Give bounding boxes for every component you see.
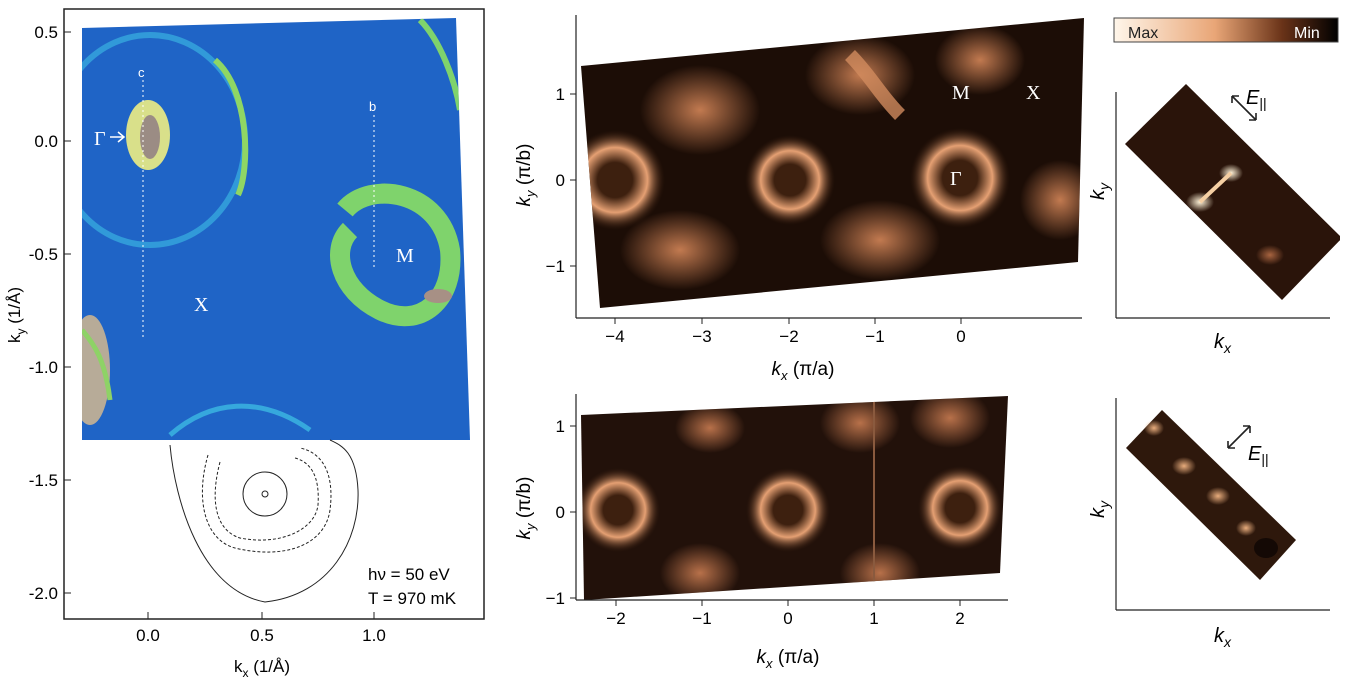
panel-bottom-y-axis: 1 0 −1 bbox=[546, 417, 576, 608]
y-tick-label: −1 bbox=[546, 257, 565, 276]
panel-top-x-axis-label: kx (π/a) bbox=[772, 359, 835, 383]
point-label-x: X bbox=[194, 294, 209, 316]
panel-a-y-axis: 0.5 0.0 -0.5 -1.0 -1.5 -2.0 bbox=[29, 23, 71, 603]
cut-label-c: c bbox=[138, 65, 145, 80]
panel-top-heatmap: M X Γ 1 0 −1 −4 −3 −2 −1 0 kx (π/a) ky (… bbox=[514, 15, 1084, 383]
point-label-gamma: Γ bbox=[94, 128, 106, 150]
panel-a-x-axis-label: kx (1/Å) bbox=[234, 657, 290, 680]
panel-a-frame bbox=[63, 8, 485, 620]
inset-bottom-x-label: kx bbox=[1214, 625, 1232, 650]
x-tick-label: 0.5 bbox=[250, 626, 274, 645]
panel-top-x-axis: −4 −3 −2 −1 0 bbox=[605, 318, 966, 346]
panel-a-y-axis-label: ky (1/Å) bbox=[5, 287, 28, 343]
annotation-photon-energy: hν = 50 eV bbox=[368, 565, 450, 584]
inset-top-e-label: E|| bbox=[1246, 87, 1267, 111]
y-tick-label: -0.5 bbox=[29, 245, 58, 264]
panel-top-y-axis-label: ky (π/b) bbox=[514, 144, 538, 207]
x-tick-label: 0 bbox=[956, 327, 965, 346]
x-tick-label: 2 bbox=[955, 609, 964, 628]
y-tick-label: −1 bbox=[546, 589, 565, 608]
x-tick-label: −4 bbox=[605, 327, 624, 346]
x-tick-label: 1 bbox=[869, 609, 878, 628]
double-arrow-icon bbox=[1231, 95, 1257, 121]
y-tick-label: 0 bbox=[556, 503, 565, 522]
point-label-gamma: Γ bbox=[950, 168, 962, 190]
panel-a-fermi-map: c b Γ X M hν = 50 eV T = 970 mK 0.5 0.0 … bbox=[5, 8, 485, 680]
y-tick-label: 0.0 bbox=[34, 132, 58, 151]
double-arrow-icon bbox=[1227, 425, 1251, 449]
x-tick-label: −1 bbox=[692, 609, 711, 628]
panel-bottom-x-axis: −2 −1 0 1 2 bbox=[606, 600, 965, 628]
x-tick-label: −2 bbox=[606, 609, 625, 628]
y-tick-label: 1 bbox=[556, 417, 565, 436]
colorbar-gradient bbox=[1113, 17, 1339, 43]
panel-bottom-x-axis-label: kx (π/a) bbox=[757, 647, 820, 671]
x-tick-label: 1.0 bbox=[362, 626, 386, 645]
x-tick-label: −2 bbox=[779, 327, 798, 346]
panel-a-map-image bbox=[82, 18, 470, 440]
y-tick-label: 0 bbox=[556, 171, 565, 190]
x-tick-label: −1 bbox=[865, 327, 884, 346]
inset-top-x-label: kx bbox=[1214, 331, 1232, 356]
panel-a-x-axis: 0.0 0.5 1.0 bbox=[136, 612, 386, 645]
panel-bottom-heatmap: 1 0 −1 −2 −1 0 1 2 kx (π/a) ky (π/b) bbox=[514, 394, 1008, 671]
y-tick-label: 0.5 bbox=[34, 23, 58, 42]
inset-top: E|| kx ky bbox=[1090, 84, 1340, 356]
contour-schematic bbox=[169, 439, 359, 603]
colorbar: Max Min bbox=[1113, 17, 1339, 43]
inset-bottom-y-label: ky bbox=[1090, 500, 1112, 518]
y-tick-label: -1.5 bbox=[29, 471, 58, 490]
colorbar-min-label: Min bbox=[1294, 25, 1320, 42]
arrow-icon bbox=[110, 131, 126, 143]
x-tick-label: −3 bbox=[692, 327, 711, 346]
point-label-x: X bbox=[1026, 82, 1041, 104]
point-label-m: M bbox=[952, 82, 970, 104]
inset-top-map-image bbox=[1125, 84, 1340, 300]
panel-bottom-y-axis-label: ky (π/b) bbox=[514, 477, 538, 540]
annotation-temperature: T = 970 mK bbox=[368, 589, 457, 608]
panel-bottom-map-image bbox=[581, 396, 1008, 600]
panel-top-y-axis: 1 0 −1 bbox=[546, 85, 576, 276]
cut-label-b: b bbox=[369, 99, 376, 114]
inset-top-y-label: ky bbox=[1090, 182, 1112, 200]
x-tick-label: 0 bbox=[783, 609, 792, 628]
x-tick-label: 0.0 bbox=[136, 626, 160, 645]
point-label-m: M bbox=[396, 245, 414, 267]
y-tick-label: -1.0 bbox=[29, 358, 58, 377]
y-tick-label: 1 bbox=[556, 85, 565, 104]
panel-top-map-image bbox=[581, 18, 1084, 308]
inset-bottom-e-label: E|| bbox=[1248, 443, 1269, 467]
inset-bottom: E|| kx ky bbox=[1090, 398, 1330, 650]
y-tick-label: -2.0 bbox=[29, 584, 58, 603]
colorbar-max-label: Max bbox=[1128, 25, 1158, 42]
